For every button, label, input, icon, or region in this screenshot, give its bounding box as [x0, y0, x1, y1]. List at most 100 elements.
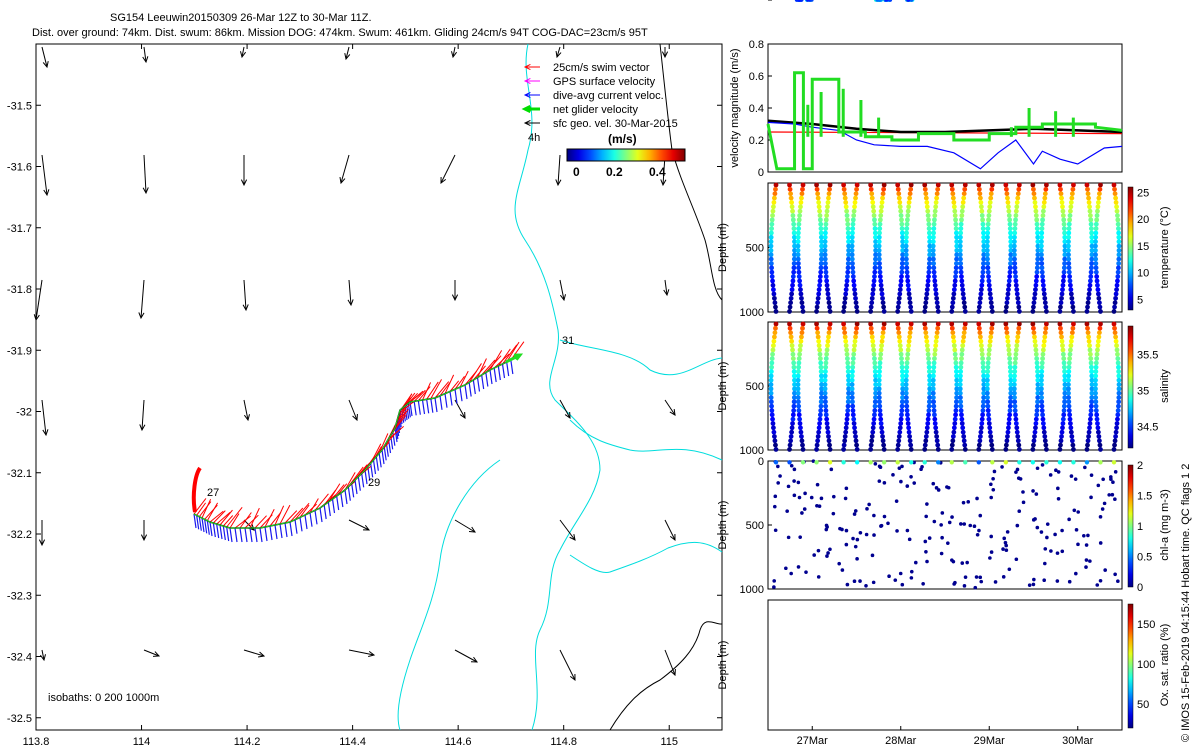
temperature-point	[960, 204, 966, 210]
temperature-point	[1066, 256, 1072, 262]
geostrophic-arrow	[559, 279, 565, 301]
temperature-point	[1034, 274, 1040, 279]
salinity-point	[1007, 364, 1013, 370]
salinity-point	[1093, 408, 1099, 413]
temperature-point	[853, 191, 859, 197]
salinity-point	[1089, 386, 1095, 392]
salinity-point	[1088, 408, 1094, 413]
salinity-point	[1033, 425, 1038, 431]
temperature-point	[791, 261, 797, 266]
salinity-point	[1012, 377, 1017, 383]
salinity-point	[1005, 429, 1011, 435]
salinity-point	[843, 343, 849, 349]
salinity-point	[962, 447, 968, 452]
temperature-point	[925, 278, 931, 284]
salinity-point	[981, 386, 987, 392]
salinity-point	[1004, 330, 1010, 336]
temperature-point	[988, 191, 994, 197]
dive-avg-vector	[239, 527, 243, 543]
temperature-point	[823, 261, 828, 266]
temperature-point	[880, 191, 886, 197]
geostrophic-arrow	[664, 399, 676, 416]
temperature-point	[1058, 300, 1064, 306]
temperature-point	[827, 182, 833, 188]
chl-point	[1014, 557, 1019, 562]
chl-point	[1076, 542, 1080, 547]
temperature-point	[1015, 300, 1021, 306]
salinity-point	[989, 325, 995, 331]
salinity-point	[949, 325, 955, 331]
temperature-point	[1058, 304, 1063, 310]
temperature-point	[1089, 252, 1095, 258]
swim-vector	[426, 381, 439, 400]
salinity-point	[958, 399, 964, 405]
salinity-point	[904, 369, 909, 374]
salinity-point	[850, 369, 855, 374]
temperature-point	[1042, 295, 1048, 301]
chl-point	[920, 464, 924, 469]
salinity-point	[989, 447, 995, 452]
chl-point	[855, 537, 860, 542]
salinity-point	[876, 390, 882, 396]
chl-point	[1084, 543, 1089, 547]
salinity-point	[1085, 442, 1090, 448]
salinity-point	[1069, 334, 1075, 340]
salinity-point	[1114, 425, 1119, 431]
geostrophic-arrow	[664, 649, 676, 676]
temperature-point	[981, 230, 986, 236]
colorbar-strip	[566, 148, 686, 162]
temperature-point	[1033, 204, 1038, 210]
dive-avg-vector	[392, 431, 396, 446]
temperature-point	[772, 295, 777, 301]
salinity-point	[952, 421, 958, 426]
salinity-point	[1007, 360, 1013, 366]
chl-a-colorbar	[1127, 464, 1134, 588]
salinity-point	[770, 416, 775, 422]
temperature-point	[905, 208, 911, 214]
geostrophic-arrow	[243, 649, 265, 657]
salinity-point	[791, 373, 797, 379]
salinity-point	[854, 321, 860, 327]
salinity-point	[926, 403, 932, 409]
salinity-point	[1111, 447, 1117, 452]
temperature-point	[872, 269, 878, 275]
salinity-point	[896, 330, 902, 336]
temperature-point	[931, 261, 936, 266]
salinity-point	[827, 321, 833, 327]
chl-point	[829, 467, 834, 472]
salinity-point	[871, 421, 877, 426]
salinity-point	[799, 434, 804, 439]
salinity-point	[1067, 351, 1073, 357]
temperature-point	[922, 309, 928, 314]
chl-point	[1004, 548, 1009, 553]
salinity-point	[1035, 386, 1041, 392]
salinity-point	[952, 416, 958, 422]
temperature-point	[957, 252, 963, 258]
swim-vector	[314, 493, 329, 511]
salinity-point	[976, 442, 982, 448]
temperature-point	[1011, 243, 1017, 249]
temperature-point	[824, 213, 830, 218]
chl-point	[945, 485, 949, 489]
temperature-point	[790, 208, 795, 214]
salinity-point	[1003, 325, 1009, 331]
temperature-point	[986, 282, 992, 288]
swim-vector	[269, 512, 282, 527]
temperature-point	[1116, 234, 1122, 240]
salinity-point	[1093, 360, 1099, 366]
chl-point	[851, 536, 855, 541]
chl-point	[1049, 549, 1053, 553]
chl-point	[800, 511, 804, 515]
dive-avg-vector	[244, 527, 248, 543]
temperature-point	[1008, 239, 1014, 245]
temperature-point	[900, 256, 905, 262]
temperature-point	[853, 300, 859, 306]
temperature-point	[1069, 191, 1075, 197]
salinity-point	[872, 412, 877, 418]
temperature-point	[895, 186, 901, 192]
chl-a-cbar-tick: 1.5	[1137, 491, 1152, 503]
temperature-point	[1014, 200, 1020, 205]
geostrophic-arrow-head	[569, 673, 576, 682]
chl-point	[909, 569, 914, 574]
temperature-point	[1007, 226, 1013, 231]
